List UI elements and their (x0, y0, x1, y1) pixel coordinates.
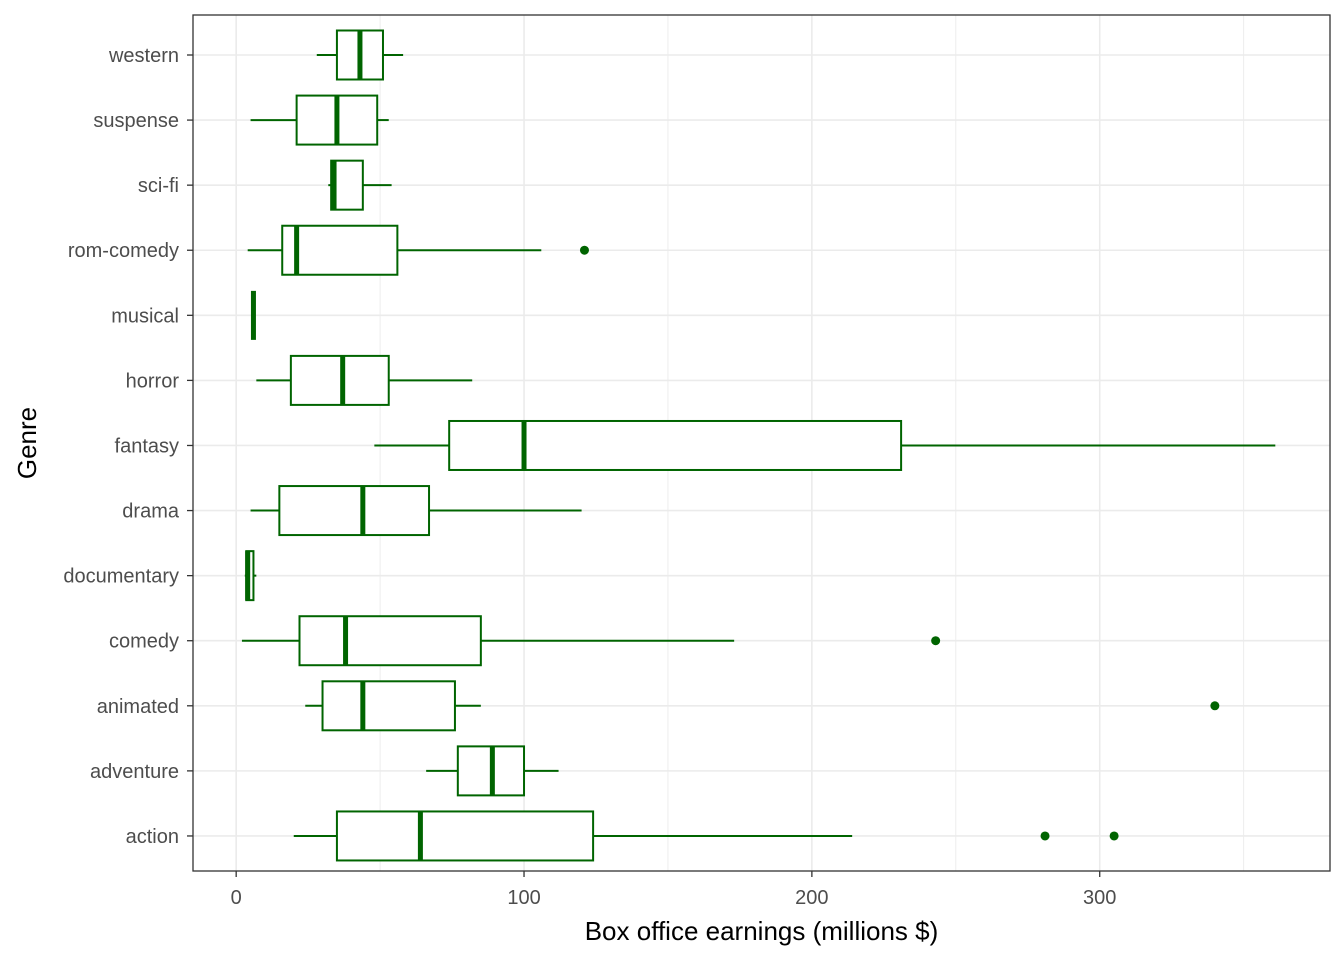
box-western (316, 29, 404, 81)
interquartile-box (278, 485, 431, 537)
y-tick-label: horror (126, 370, 180, 392)
interquartile-box (335, 810, 595, 862)
box-fantasy (374, 419, 1276, 471)
box-documentary (244, 550, 257, 602)
y-axis-title: Genre (12, 407, 42, 479)
y-tick-label: animated (97, 696, 179, 718)
box-suspense (250, 94, 389, 146)
y-tick-label: fantasy (115, 435, 179, 457)
outlier-point (1040, 831, 1050, 841)
box-series (241, 29, 1276, 862)
outlier-point (931, 636, 941, 646)
outlier-point (1109, 831, 1119, 841)
y-tick-label: drama (122, 501, 180, 523)
interquartile-box (448, 419, 903, 471)
y-tick-label: musical (111, 305, 179, 327)
y-tick-label: western (108, 45, 179, 67)
box-drama (250, 485, 582, 537)
box-sci-fi (328, 159, 392, 211)
box-horror (256, 354, 473, 406)
y-tick-label: comedy (109, 631, 179, 653)
y-tick-label: suspense (93, 110, 179, 132)
y-tick-label: rom-comedy (68, 240, 179, 262)
interquartile-box (281, 224, 399, 276)
x-tick-label: 100 (507, 887, 540, 909)
y-tick-label: action (126, 826, 179, 848)
x-tick-label: 300 (1083, 887, 1116, 909)
y-tick-label: sci-fi (138, 175, 179, 197)
axis-ticks: 0 100 200 300 western suspense sci-fi rom-comed… (63, 45, 1116, 909)
interquartile-box (289, 354, 390, 406)
y-tick-label: adventure (90, 761, 179, 783)
box-rom-comedy (247, 224, 589, 276)
interquartile-box (321, 680, 456, 732)
box-action (293, 810, 1119, 862)
x-axis-title: Box office earnings (millions $) (585, 916, 939, 946)
box-comedy (241, 615, 941, 667)
plot-panel-border (192, 14, 1331, 872)
outlier-point (1210, 701, 1220, 711)
interquartile-box (298, 615, 482, 667)
x-tick-label: 200 (795, 887, 828, 909)
y-tick-label: documentary (63, 566, 179, 588)
outlier-point (579, 245, 589, 255)
x-tick-label: 0 (231, 887, 242, 909)
box-animated (305, 680, 1220, 732)
box-adventure (426, 745, 559, 797)
